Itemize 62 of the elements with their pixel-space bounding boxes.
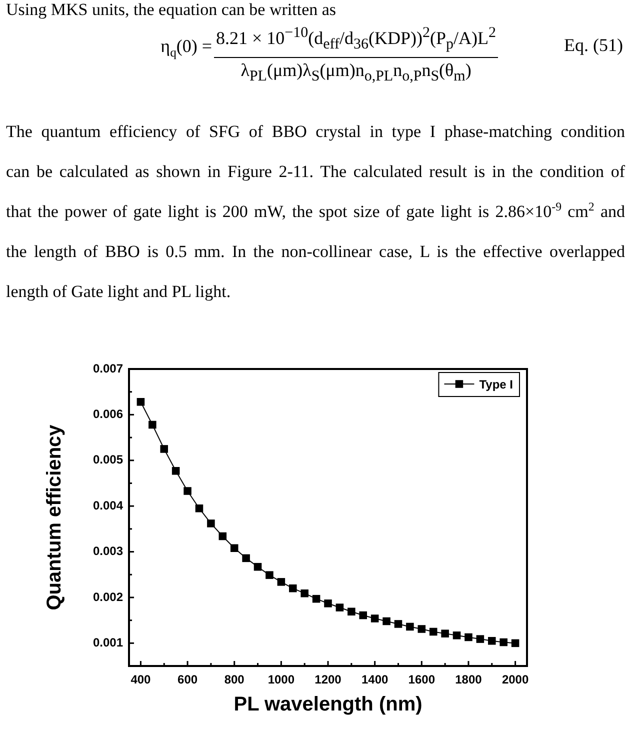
text: Using MKS units, the equation can be written as [6,0,336,20]
point [184,487,192,495]
point [348,608,356,616]
point [266,571,274,579]
y-axis-title: Quantum efficiency [44,424,66,610]
text: The quantum efficiency of SFG of BBO crystal in type I phase-matching condition [6,121,625,143]
text: can be calculated as shown in Figure 2-11. The calculated result is in the condition of [6,161,625,183]
point [277,578,286,586]
point [370,614,379,622]
point [394,620,402,628]
x-tick-label: 1000 [268,672,295,687]
point [160,445,168,453]
text: the length of BBO is 0.5 mm. In the non-collinear case, L is the effective overlapped [6,241,625,263]
x-tick-label: 1400 [361,672,388,687]
x-tick-label: 1600 [408,672,436,687]
x-tick-label: 1200 [314,672,342,687]
point [136,398,145,406]
point [242,554,250,562]
x-tick-label: 400 [130,672,152,687]
x-axis-title: PL wavelength (nm) [234,694,422,716]
y-tick-label: 0.001 [92,635,124,650]
point [418,625,426,633]
text: 8.21 × 10$^{−10}$(d$_{eff}$/d$_{36}$(KDP))$^{2}$(P$_{p}$/A)L$^{2}$ [216,25,496,53]
point [148,420,156,429]
point [336,604,344,612]
legend-label: Type I [479,377,514,392]
point [406,622,414,631]
text: Eq. (51) [564,34,623,57]
x-tick-label: 800 [224,672,245,687]
y-tick-label: 0.002 [92,590,124,604]
point [195,504,204,512]
text: η$_{q}$(0) = [160,35,212,60]
point [324,600,332,608]
point [254,562,262,571]
point [207,520,215,528]
y-tick-label: 0.006 [92,407,124,422]
point [488,636,496,645]
point [288,584,297,592]
point [312,594,320,603]
y-tick-label: 0.005 [92,452,124,467]
point [300,589,308,598]
point [511,639,520,648]
y-tick-label: 0.007 [92,361,124,376]
point [429,628,438,636]
point [452,631,461,640]
point [172,467,180,475]
point [500,638,508,646]
point [218,532,227,540]
x-tick-label: 1800 [455,672,482,687]
point [464,633,472,642]
point [382,617,390,626]
point [359,611,368,620]
point [476,635,484,643]
y-tick-label: 0.003 [92,544,124,558]
text: λ$_{PL}$(μm)λ$_{S}$(μm)n$_{o,PL}$n$_{o,P}$n$_{S}$(θ$_{m}$) [240,60,472,84]
point [441,630,449,638]
y-tick-label: 0.004 [92,498,124,512]
x-tick-label: 600 [178,672,198,687]
text: length of Gate light and PL light. [6,281,232,303]
point [230,544,238,552]
x-tick-label: 2000 [502,672,529,687]
text: that the power of gate light is 200 mW, the spot size of gate light is 2.86×10$^{-9}$ cm$^{2}$ and [6,198,626,223]
